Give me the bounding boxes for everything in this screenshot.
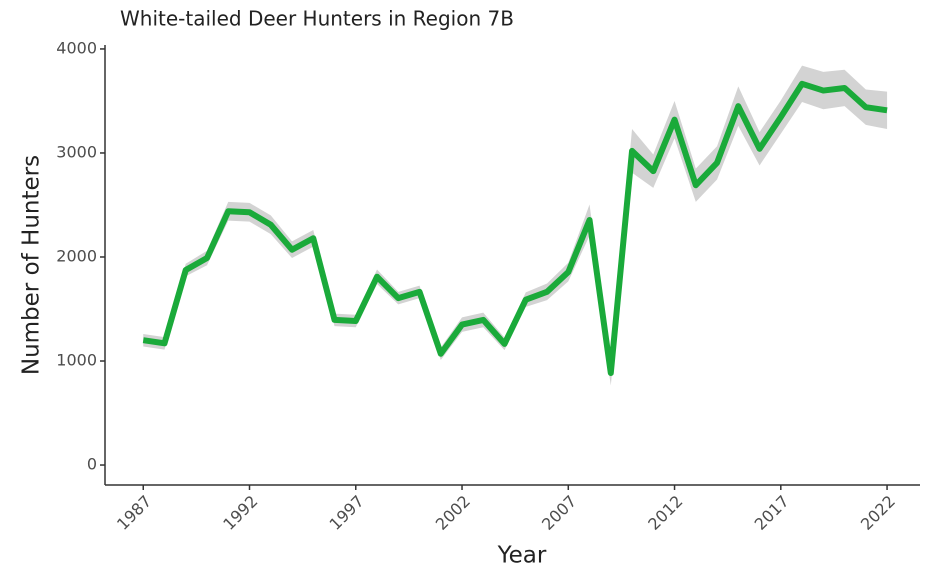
x-tick-label: 2007 bbox=[538, 492, 580, 534]
x-tick-label: 2012 bbox=[644, 492, 686, 534]
y-tick-label: 3000 bbox=[56, 142, 97, 161]
x-tick-label: 2017 bbox=[751, 492, 793, 534]
y-tick-label: 2000 bbox=[56, 246, 97, 265]
x-tick-label: 1987 bbox=[113, 492, 155, 534]
y-tick-label: 1000 bbox=[56, 351, 97, 370]
confidence-band bbox=[143, 65, 888, 386]
y-axis-title: Number of Hunters bbox=[19, 155, 45, 375]
x-tick-label: 1992 bbox=[219, 492, 261, 534]
x-tick-label: 1997 bbox=[326, 492, 368, 534]
chart-title: White-tailed Deer Hunters in Region 7B bbox=[120, 7, 514, 31]
x-tick-label: 2022 bbox=[857, 492, 899, 534]
x-axis-title: Year bbox=[497, 543, 547, 569]
y-tick-label: 4000 bbox=[56, 38, 97, 57]
y-tick-label: 0 bbox=[87, 455, 97, 474]
x-tick-label: 2002 bbox=[432, 492, 474, 534]
line bbox=[142, 80, 888, 376]
